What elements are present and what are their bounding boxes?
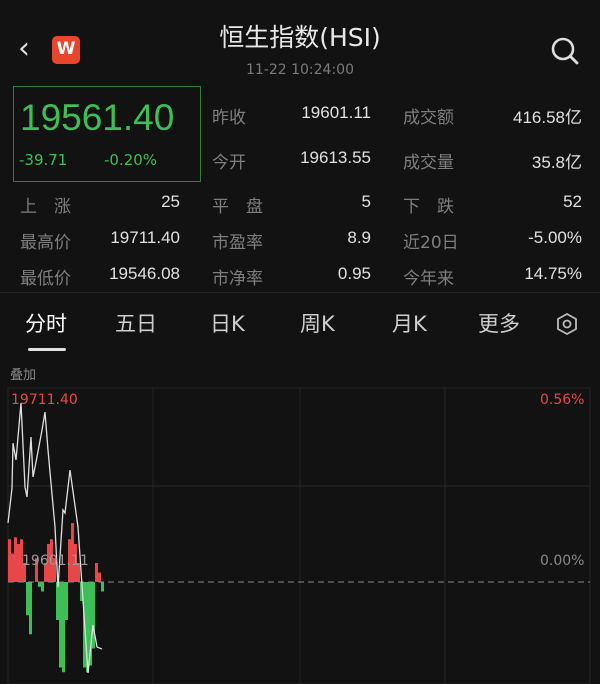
flow-bar <box>77 563 80 582</box>
current-price: 19561.40 <box>20 97 175 138</box>
flow-bar <box>68 539 71 582</box>
stat-label: 成交额 <box>403 108 454 128</box>
flow-bar <box>101 582 104 592</box>
stat-label: 今开 <box>212 153 246 173</box>
flow-bar <box>98 572 101 582</box>
stat-value: 19601.11 <box>301 103 371 122</box>
stat-value: 35.8亿 <box>531 153 582 172</box>
flow-bar <box>35 558 38 582</box>
flow-bar <box>65 582 68 620</box>
flow-bar <box>62 582 65 673</box>
flow-bar <box>92 582 95 649</box>
intraday-chart[interactable] <box>0 386 600 684</box>
flow-bar <box>53 558 56 582</box>
search-icon[interactable] <box>550 36 580 66</box>
flow-bar <box>8 539 11 582</box>
price-line <box>7 402 103 673</box>
stat-value: 19711.40 <box>110 228 180 247</box>
price-change: -39.71 <box>19 151 68 169</box>
stat-label: 平 盘 <box>212 197 263 217</box>
flow-bar <box>95 563 98 582</box>
flow-bar <box>59 582 62 668</box>
stat-value: 25 <box>161 192 180 211</box>
stat-label: 最高价 <box>20 233 71 253</box>
price-change-pct: -0.20% <box>104 151 158 169</box>
price-box: 19561.40 -39.71 -0.20% <box>13 86 201 182</box>
zero-pct-label: 0.00% <box>540 553 585 569</box>
flow-bar <box>50 539 53 582</box>
timestamp: 11-22 10:24:00 <box>245 62 354 78</box>
flow-bar <box>26 582 29 616</box>
tab-4[interactable]: 月K <box>392 312 427 336</box>
overlay-button[interactable]: 叠加 <box>10 368 37 383</box>
stat-value: 5 <box>361 192 371 211</box>
tab-0[interactable]: 分时 <box>25 312 67 336</box>
stat-label: 市净率 <box>212 269 263 289</box>
y-max-pct-label: 0.56% <box>540 392 585 408</box>
chart-frame <box>7 387 591 684</box>
page-title: 恒生指数(HSI) <box>219 23 381 52</box>
prev-close-label: 19601.11 <box>22 553 89 569</box>
hexagon-settings-icon[interactable] <box>555 312 579 336</box>
tab-2[interactable]: 日K <box>210 312 245 336</box>
stat-label: 成交量 <box>403 153 454 173</box>
flow-bar <box>89 582 92 666</box>
stat-value: 8.9 <box>347 228 371 247</box>
stat-value: 19546.08 <box>109 264 180 283</box>
stat-value: 14.75% <box>524 264 582 283</box>
flow-bar <box>44 563 47 582</box>
stat-label: 下 跌 <box>403 197 454 217</box>
flow-bar <box>20 539 23 582</box>
stat-label: 近20日 <box>403 233 459 253</box>
back-icon[interactable]: ‹ <box>18 31 30 66</box>
stat-value: 0.95 <box>337 264 371 283</box>
flow-bar <box>17 544 20 582</box>
flow-bar <box>56 582 59 620</box>
app-logo[interactable]: W <box>52 36 80 64</box>
flow-bar <box>86 582 89 673</box>
flow-bar <box>74 544 77 582</box>
stat-label: 昨收 <box>212 108 246 128</box>
stat-value: 19613.55 <box>300 148 371 167</box>
flow-bar <box>14 537 17 582</box>
flow-bar <box>23 563 26 582</box>
flow-bar <box>41 582 44 592</box>
stat-label: 上 涨 <box>20 197 71 217</box>
stat-label: 最低价 <box>20 269 71 289</box>
flow-bar <box>11 553 14 582</box>
tab-5[interactable]: 更多 <box>478 312 520 336</box>
y-max-price-label: 19711.40 <box>11 392 78 408</box>
stat-label: 今年来 <box>403 269 454 289</box>
flow-bar <box>29 582 32 635</box>
flow-bar <box>38 582 41 587</box>
flow-bar <box>71 523 74 582</box>
stat-value: 416.58亿 <box>513 108 582 127</box>
flow-bar <box>80 582 83 601</box>
flow-bar <box>47 544 50 582</box>
tab-3[interactable]: 周K <box>300 312 335 336</box>
stat-label: 市盈率 <box>212 233 263 253</box>
tab-1[interactable]: 五日 <box>115 312 157 336</box>
active-tab-indicator <box>28 348 66 351</box>
stat-value: -5.00% <box>528 228 582 247</box>
divider <box>0 292 600 293</box>
stat-value: 52 <box>563 192 582 211</box>
